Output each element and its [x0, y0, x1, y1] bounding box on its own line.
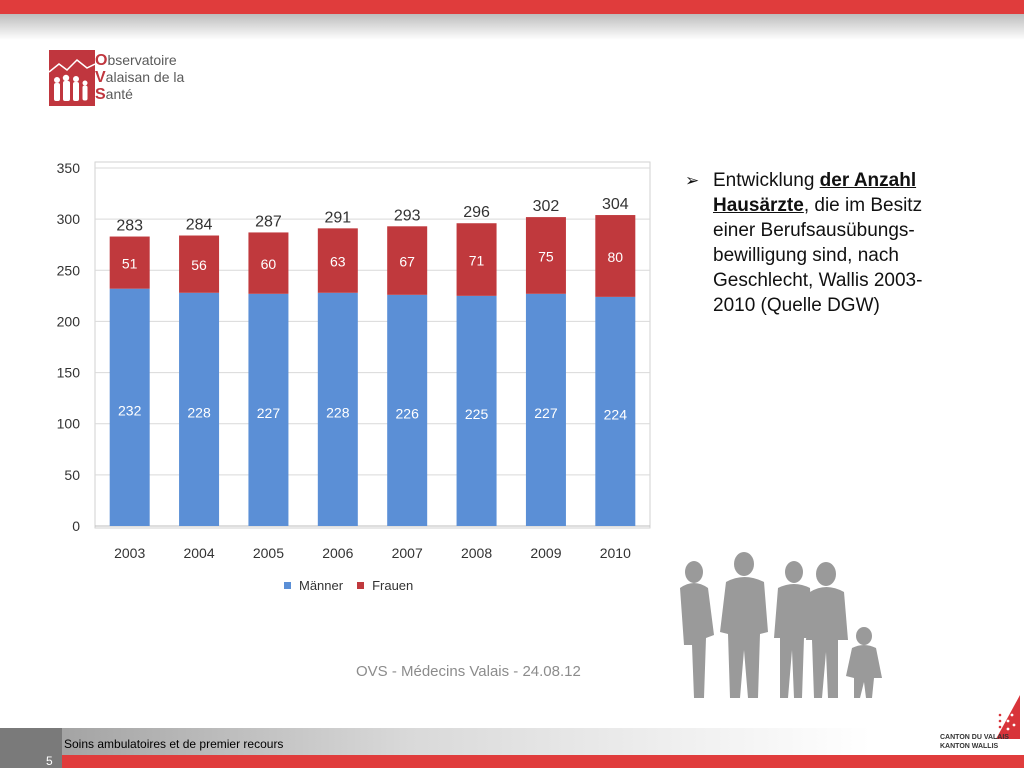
- data-label-total: 284: [186, 217, 213, 234]
- x-tick-label: 2006: [322, 545, 353, 561]
- data-label-total: 291: [324, 209, 351, 226]
- legend-swatch-maenner: [284, 582, 291, 589]
- data-label-frauen: 67: [399, 254, 415, 270]
- bar-maenner: [248, 293, 289, 526]
- x-tick-label: 2003: [114, 545, 145, 561]
- data-label-frauen: 56: [191, 257, 207, 273]
- description-part-2: , die im Besitz einer Berufsausübungs-be…: [713, 195, 923, 316]
- x-tick-label: 2009: [530, 545, 561, 561]
- data-label-frauen: 51: [122, 256, 138, 272]
- legend-swatch-frauen: [357, 582, 365, 589]
- bar-frauen: [317, 228, 358, 293]
- data-label-frauen: 60: [261, 256, 277, 272]
- x-tick-label: 2010: [600, 545, 631, 561]
- footer-red-stripe: [62, 755, 1024, 768]
- data-label-frauen: 75: [538, 248, 554, 264]
- footer-dark-block: [0, 728, 62, 768]
- bar-frauen: [595, 215, 636, 297]
- slide-description: ➢ Entwicklung der Anzahl Hausärzte, die …: [685, 168, 935, 318]
- bar-maenner: [525, 293, 566, 526]
- description-part-1: Entwicklung: [713, 170, 820, 191]
- legend-item-frauen: Frauen: [357, 578, 413, 593]
- y-tick-label: 350: [57, 160, 81, 176]
- data-label-total: 296: [463, 204, 490, 221]
- logo-text: Observatoire Valaisan de la Santé: [95, 52, 185, 103]
- y-tick-label: 200: [57, 313, 81, 329]
- data-label-maenner: 224: [604, 406, 628, 422]
- y-tick-label: 250: [57, 262, 81, 278]
- bar-frauen: [525, 217, 566, 294]
- data-label-frauen: 71: [469, 253, 485, 269]
- description-emphasis: der Anzahl Hausärzte: [713, 170, 917, 216]
- canton-line-1: CANTON DU VALAIS: [940, 734, 1009, 741]
- y-tick-label: 0: [72, 518, 80, 534]
- bar-maenner: [595, 296, 636, 526]
- chart-source-caption: OVS - Médecins Valais - 24.08.12: [356, 663, 581, 680]
- legend-item-maenner: Männer: [284, 578, 343, 593]
- data-label-maenner: 225: [465, 406, 489, 422]
- canton-text: CANTON DU VALAIS KANTON WALLIS: [940, 733, 1009, 751]
- bar-frauen: [248, 232, 289, 294]
- y-tick-label: 150: [57, 365, 81, 381]
- stacked-bar-chart: 0 50 100 150 200 250 300 350 232 51 283 2003 228 56 28…: [57, 160, 651, 561]
- canton-valais-logo: [996, 695, 1020, 739]
- plot-area: [94, 161, 651, 529]
- data-label-total: 283: [116, 218, 143, 235]
- legend-label-maenner: Männer: [299, 578, 344, 593]
- data-label-total: 287: [255, 213, 282, 230]
- bar-frauen: [109, 236, 150, 289]
- data-label-total: 304: [602, 196, 629, 213]
- y-tick-label: 100: [57, 416, 81, 432]
- data-label-maenner: 227: [257, 405, 281, 421]
- data-label-maenner: 226: [396, 405, 420, 421]
- footer-section-title: Soins ambulatoires et de premier recours: [64, 737, 284, 751]
- family-silhouette-icon: [680, 552, 882, 698]
- x-tick-label: 2004: [183, 545, 214, 561]
- page-number: 5: [46, 754, 53, 768]
- top-red-bar: [0, 0, 1024, 14]
- data-label-total: 302: [533, 198, 560, 215]
- top-shadow: [0, 14, 1024, 40]
- logo-family-mark: [49, 50, 95, 106]
- data-label-frauen: 63: [330, 254, 346, 270]
- x-tick-label: 2008: [461, 545, 492, 561]
- data-label-maenner: 228: [187, 404, 211, 420]
- bar-frauen: [179, 235, 220, 293]
- bar-maenner: [456, 295, 497, 526]
- bar-maenner: [317, 292, 358, 526]
- bar-maenner: [387, 294, 428, 526]
- bar-maenner: [179, 292, 220, 526]
- data-label-maenner: 232: [118, 402, 142, 418]
- bar-maenner: [109, 288, 150, 526]
- data-label-maenner: 228: [326, 404, 350, 420]
- canton-line-2: KANTON WALLIS: [940, 743, 999, 750]
- bar-frauen: [387, 226, 428, 295]
- bar-frauen: [456, 223, 497, 296]
- data-label-maenner: 227: [534, 405, 558, 421]
- y-tick-label: 50: [64, 467, 80, 483]
- bullet-arrow-icon: ➢: [685, 171, 700, 190]
- ovs-logo: Observatoire Valaisan de la Santé: [45, 38, 205, 110]
- data-label-total: 293: [394, 207, 421, 224]
- x-tick-label: 2007: [392, 545, 423, 561]
- chart-legend: Männer Frauen: [284, 578, 427, 593]
- y-tick-label: 300: [57, 211, 81, 227]
- data-label-frauen: 80: [608, 249, 624, 265]
- x-tick-label: 2005: [253, 545, 284, 561]
- legend-label-frauen: Frauen: [372, 578, 414, 593]
